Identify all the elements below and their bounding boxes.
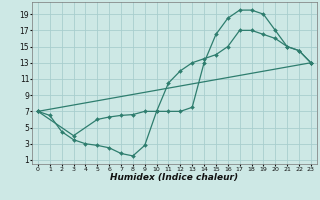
- X-axis label: Humidex (Indice chaleur): Humidex (Indice chaleur): [110, 173, 238, 182]
